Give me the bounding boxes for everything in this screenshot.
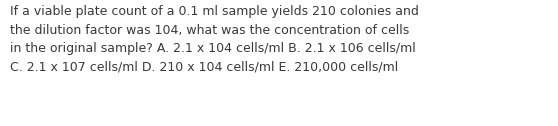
Text: If a viable plate count of a 0.1 ml sample yields 210 colonies and
the dilution : If a viable plate count of a 0.1 ml samp… — [10, 5, 419, 74]
